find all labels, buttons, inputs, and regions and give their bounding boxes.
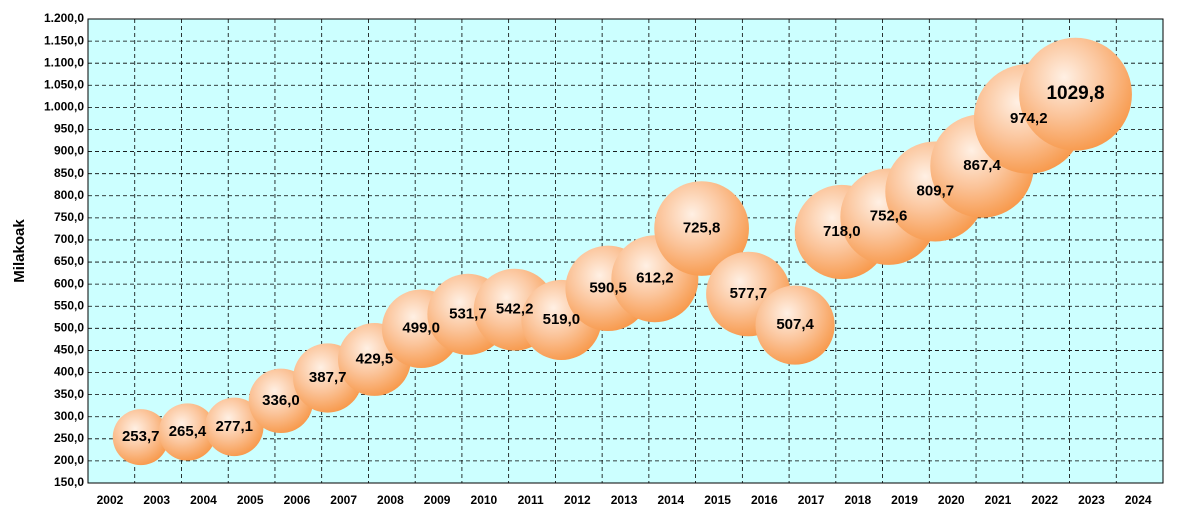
y-tick-label: 500,0 bbox=[54, 321, 84, 335]
data-label: 867,4 bbox=[963, 157, 1001, 174]
data-label: 974,2 bbox=[1010, 110, 1048, 127]
y-tick-label: 200,0 bbox=[54, 453, 84, 467]
data-label: 531,7 bbox=[449, 305, 487, 322]
x-tick-label: 2015 bbox=[704, 493, 731, 507]
y-tick-label: 1.100,0 bbox=[44, 55, 84, 69]
x-tick-label: 2006 bbox=[284, 493, 311, 507]
y-tick-label: 450,0 bbox=[54, 343, 84, 357]
x-tick-label: 2024 bbox=[1125, 493, 1152, 507]
data-label: 612,2 bbox=[636, 270, 674, 287]
data-label: 519,0 bbox=[543, 311, 581, 328]
x-tick-label: 2003 bbox=[143, 493, 170, 507]
bubble bbox=[755, 285, 835, 365]
x-tick-label: 2023 bbox=[1078, 493, 1105, 507]
bubble bbox=[1019, 37, 1132, 151]
x-tick-label: 2011 bbox=[518, 493, 544, 507]
x-tick-label: 2017 bbox=[798, 493, 825, 507]
bubble bbox=[204, 397, 264, 457]
data-label: 577,7 bbox=[730, 285, 768, 302]
data-label: 725,8 bbox=[683, 220, 721, 237]
data-label: 336,0 bbox=[262, 392, 300, 409]
data-label: 590,5 bbox=[589, 279, 627, 296]
y-tick-label: 250,0 bbox=[54, 431, 84, 445]
data-label: 277,1 bbox=[215, 418, 253, 435]
data-label: 542,2 bbox=[496, 301, 534, 318]
y-tick-label: 600,0 bbox=[54, 276, 84, 290]
x-tick-label: 2009 bbox=[424, 493, 451, 507]
y-tick-label: 300,0 bbox=[54, 409, 84, 423]
x-tick-label: 2010 bbox=[471, 493, 498, 507]
bubble bbox=[654, 181, 749, 276]
y-tick-label: 850,0 bbox=[54, 166, 84, 180]
x-tick-label: 2004 bbox=[190, 493, 217, 507]
data-label: 387,7 bbox=[309, 369, 347, 386]
x-tick-label: 2012 bbox=[564, 493, 591, 507]
data-label: 253,7 bbox=[122, 428, 160, 445]
x-tick-label: 2018 bbox=[844, 493, 871, 507]
y-tick-label: 950,0 bbox=[54, 122, 84, 136]
data-label: 752,6 bbox=[870, 208, 908, 225]
y-tick-label: 750,0 bbox=[54, 210, 84, 224]
x-tick-label: 2002 bbox=[97, 493, 124, 507]
x-tick-label: 2005 bbox=[237, 493, 264, 507]
x-tick-label: 2013 bbox=[611, 493, 638, 507]
bubble bbox=[112, 409, 169, 466]
y-tick-label: 1.150,0 bbox=[44, 33, 84, 47]
data-label: 429,5 bbox=[356, 350, 394, 367]
y-tick-label: 800,0 bbox=[54, 188, 84, 202]
y-tick-label: 650,0 bbox=[54, 254, 84, 268]
data-label: 499,0 bbox=[402, 320, 440, 337]
y-tick-label: 550,0 bbox=[54, 298, 84, 312]
data-label: 1029,8 bbox=[1046, 83, 1104, 104]
y-axis-label: Milakoak bbox=[11, 219, 28, 283]
x-tick-label: 2014 bbox=[657, 493, 684, 507]
x-tick-label: 2016 bbox=[751, 493, 778, 507]
data-label: 809,7 bbox=[917, 182, 955, 199]
x-tick-label: 2019 bbox=[891, 493, 918, 507]
y-tick-label: 350,0 bbox=[54, 387, 84, 401]
data-label: 507,4 bbox=[776, 316, 814, 333]
y-tick-label: 400,0 bbox=[54, 365, 84, 379]
data-label: 718,0 bbox=[823, 223, 861, 240]
x-tick-label: 2007 bbox=[330, 493, 357, 507]
y-tick-label: 1.000,0 bbox=[44, 100, 84, 114]
x-tick-label: 2020 bbox=[938, 493, 965, 507]
y-tick-label: 900,0 bbox=[54, 144, 84, 158]
y-tick-label: 1.050,0 bbox=[44, 77, 84, 91]
y-tick-label: 150,0 bbox=[54, 475, 84, 489]
x-tick-label: 2021 bbox=[985, 493, 1012, 507]
x-tick-label: 2022 bbox=[1031, 493, 1058, 507]
x-tick-label: 2008 bbox=[377, 493, 404, 507]
y-tick-label: 700,0 bbox=[54, 232, 84, 246]
y-tick-label: 1.200,0 bbox=[44, 11, 84, 25]
data-label: 265,4 bbox=[169, 423, 207, 440]
bubble bbox=[158, 403, 217, 461]
